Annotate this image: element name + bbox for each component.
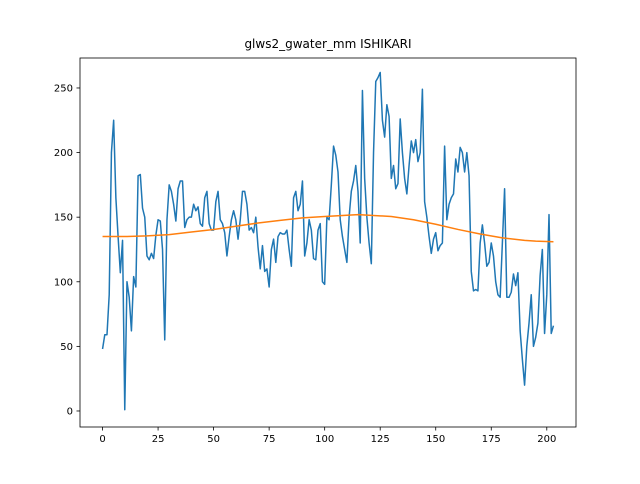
x-tick-label: 0 xyxy=(99,434,105,445)
x-tick-label: 100 xyxy=(315,434,334,445)
data-line xyxy=(101,71,555,411)
x-tick-label: 25 xyxy=(152,434,165,445)
y-tick-label: 250 xyxy=(54,83,73,94)
x-tick-label: 175 xyxy=(482,434,501,445)
y-tick-label: 200 xyxy=(54,148,73,159)
data-line xyxy=(102,213,554,243)
x-tick-label: 125 xyxy=(371,434,390,445)
y-tick-label: 150 xyxy=(54,213,73,224)
x-tick-label: 150 xyxy=(426,434,445,445)
y-tick-label: 0 xyxy=(67,406,73,417)
y-tick-label: 50 xyxy=(60,342,73,353)
x-tick-label: 75 xyxy=(263,434,276,445)
x-tick-label: 50 xyxy=(207,434,220,445)
plot-frame xyxy=(79,57,577,428)
x-tick-label: 200 xyxy=(537,434,556,445)
chart-title: glws2_gwater_mm ISHIKARI xyxy=(244,37,411,51)
y-tick-label: 100 xyxy=(54,277,73,288)
